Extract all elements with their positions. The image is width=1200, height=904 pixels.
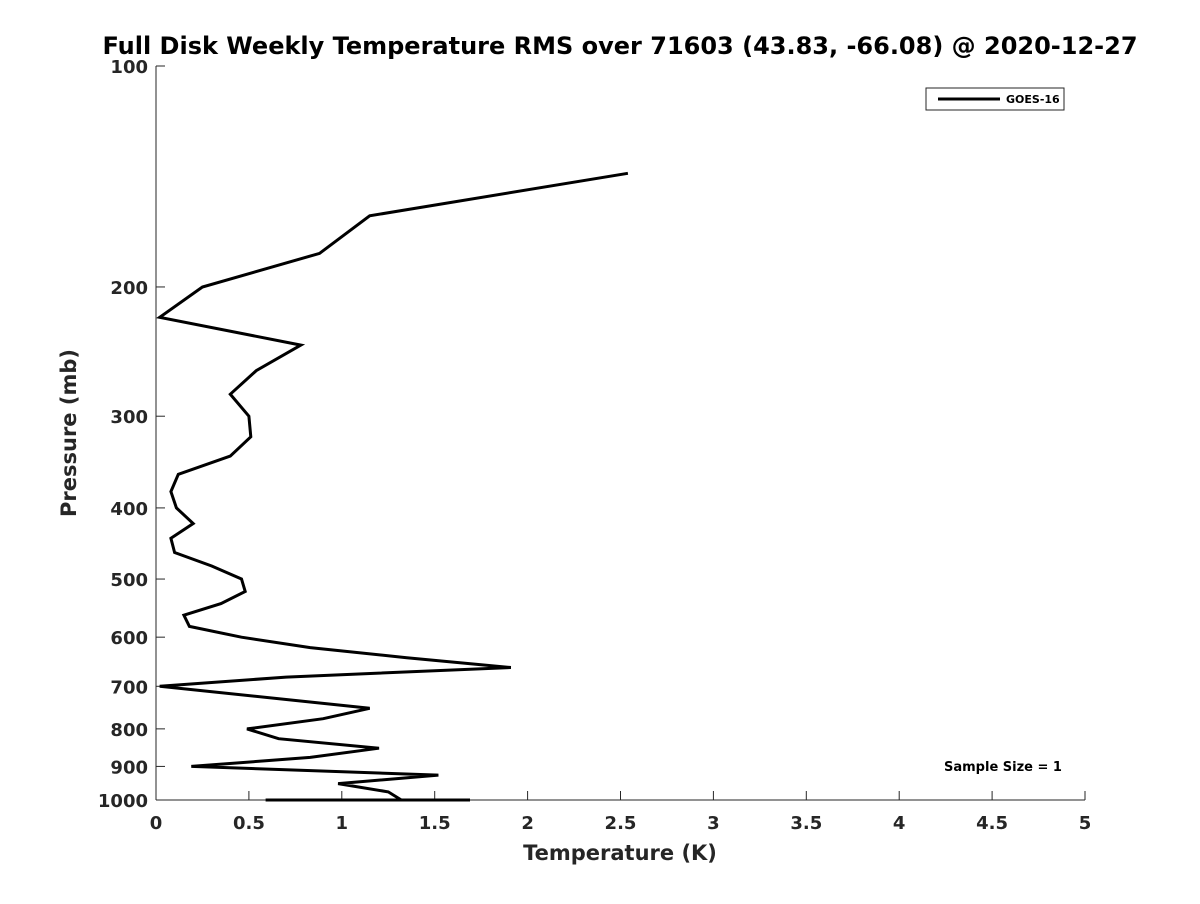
series-layer [155,171,629,802]
x-tick-label: 3.5 [790,813,822,834]
y-tick-label: 600 [110,628,148,649]
y-tick-label: 1000 [98,791,148,812]
x-tick-label: 0 [150,813,163,834]
x-tick-label: 5 [1079,813,1092,834]
x-tick-label: 3 [707,813,720,834]
y-tick-label: 700 [110,677,148,698]
series-line-goes-16 [155,171,629,802]
x-tick-label: 1.5 [419,813,451,834]
legend: GOES-16 [925,87,1065,111]
x-tick-label: 4 [893,813,906,834]
legend-entry-goes-16: GOES-16 [1006,93,1060,106]
x-tick-label: 2 [521,813,534,834]
x-ticks: 0 0.5 1 1.5 2 2.5 3 3.5 4 4.5 5 [150,791,1092,834]
x-axis-label: Temperature (K) [523,841,717,865]
y-ticks: 100 200 300 400 500 600 700 800 900 1000 [98,57,165,812]
y-tick-label: 200 [110,278,148,299]
y-tick-label: 900 [110,757,148,778]
y-tick-label: 500 [110,570,148,591]
x-tick-label: 4.5 [976,813,1008,834]
y-axis-label: Pressure (mb) [57,349,81,517]
y-tick-label: 400 [110,499,148,520]
chart-title: Full Disk Weekly Temperature RMS over 71… [102,32,1137,60]
x-tick-label: 0.5 [233,813,265,834]
sample-size-annotation: Sample Size = 1 [944,760,1062,775]
y-tick-label: 800 [110,720,148,741]
y-tick-label: 300 [110,407,148,428]
x-tick-label: 2.5 [605,813,637,834]
x-tick-label: 1 [336,813,349,834]
y-tick-label: 100 [110,57,148,78]
